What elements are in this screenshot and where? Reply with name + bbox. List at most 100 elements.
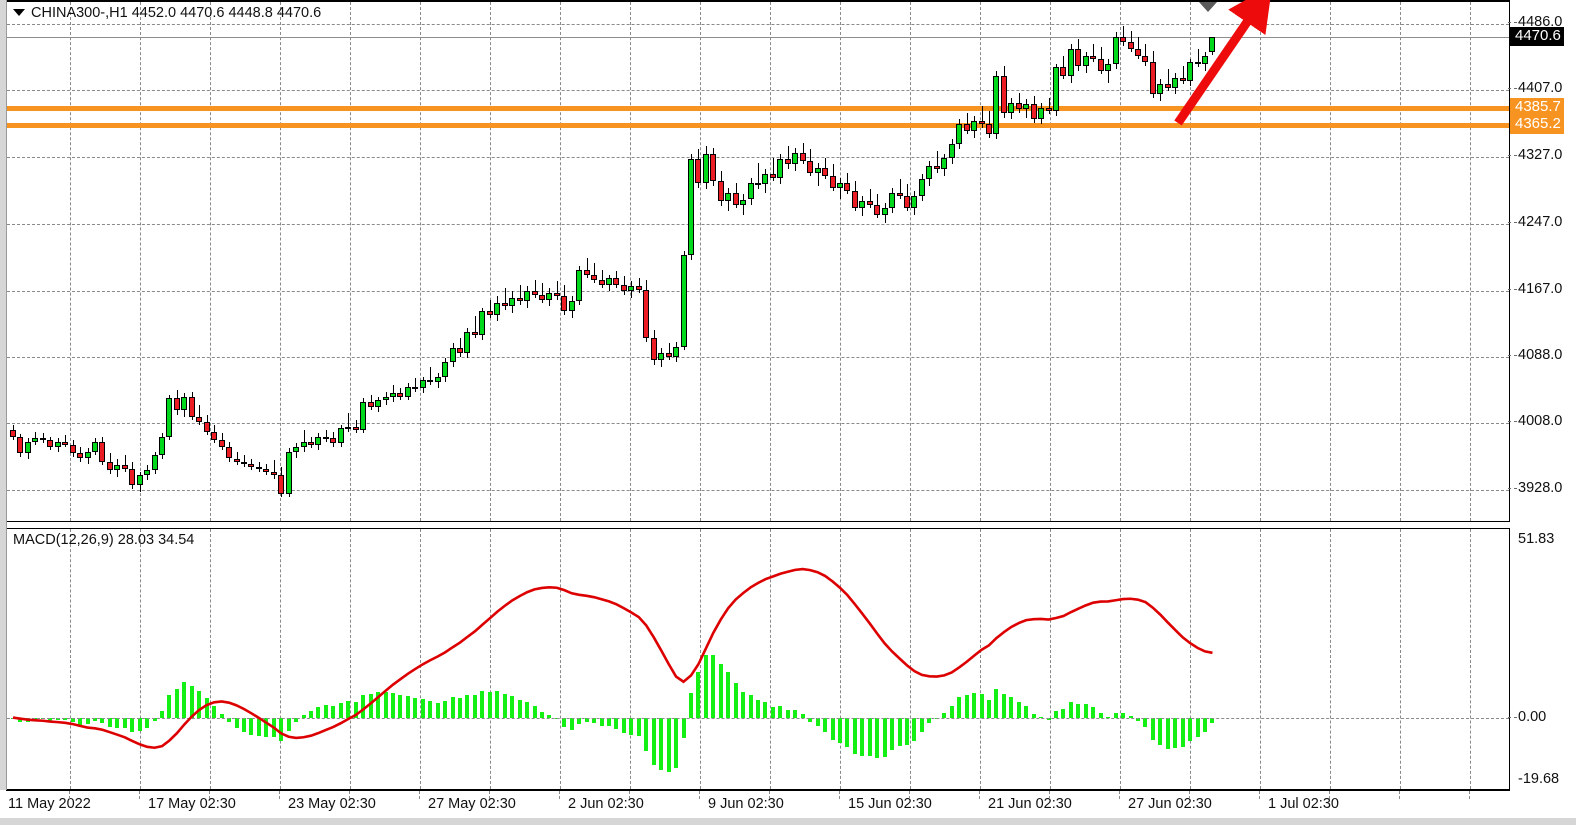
candle-body — [397, 393, 404, 397]
macd-histogram-bar — [890, 717, 895, 750]
candle-wick — [1108, 59, 1110, 83]
level-badge-upper-text: 4385.7 — [1515, 97, 1561, 115]
candle-body — [1142, 55, 1149, 63]
macd-histogram-bar — [361, 695, 366, 718]
macd-histogram-bar — [78, 717, 83, 725]
macd-histogram-bar — [778, 706, 783, 718]
macd-histogram-bar — [435, 702, 440, 718]
price-gridline — [7, 223, 1509, 225]
macd-histogram-bar — [204, 698, 209, 718]
macd-histogram-bar — [398, 695, 403, 718]
macd-histogram-bar — [331, 705, 336, 718]
time-axis-tick — [419, 791, 420, 799]
vertical-gridline — [1190, 2, 1191, 521]
candle-body — [121, 465, 128, 469]
candle-body — [32, 438, 39, 442]
level-badge-lower: 4365.2 — [1510, 114, 1564, 134]
candle-wick — [869, 189, 871, 208]
candle-body — [1038, 107, 1045, 120]
price-axis-label: 4486.0 — [1508, 14, 1563, 31]
candle-body — [47, 440, 54, 447]
time-axis-label: 15 Jun 02:30 — [848, 796, 932, 812]
candle-wick — [758, 162, 759, 190]
candle-body — [24, 441, 31, 454]
macd-histogram-bar — [428, 701, 433, 718]
candle-wick — [474, 316, 476, 339]
candle-body — [226, 446, 233, 459]
macd-histogram-bar — [897, 717, 902, 746]
vertical-gridline — [420, 529, 421, 789]
vertical-gridline — [840, 2, 841, 521]
candle-body — [717, 181, 724, 202]
macd-histogram-bar — [614, 717, 619, 730]
candle-wick — [519, 284, 521, 305]
macd-histogram-bar — [793, 710, 798, 718]
candle-body — [1045, 107, 1052, 111]
candle-body — [285, 451, 292, 494]
candle-body — [1023, 104, 1030, 110]
price-plot-area[interactable] — [7, 2, 1509, 521]
macd-indicator-panel[interactable]: MACD(12,26,9) 28.03 34.54 — [6, 528, 1510, 790]
vertical-gridline — [1330, 529, 1331, 789]
macd-histogram-bar — [957, 697, 962, 718]
candle-body — [732, 192, 739, 205]
candle-body — [1082, 55, 1089, 66]
candle-body — [129, 468, 136, 486]
candle-wick — [899, 179, 901, 200]
candle-body — [501, 303, 508, 307]
macd-caption: MACD(12,26,9) 28.03 34.54 — [13, 532, 195, 548]
price-axis-label-text: 4247.0 — [1518, 213, 1563, 230]
price-scale-axis[interactable]: 4486.0 4407.0 4327.0 4247.0 4167.0 4088.0 4008… — [1508, 0, 1576, 790]
candle-body — [978, 120, 985, 125]
candle-wick — [638, 278, 640, 294]
resistance-level-lower[interactable] — [7, 122, 1509, 128]
candle-body — [337, 428, 344, 444]
vertical-gridline — [910, 529, 911, 789]
candle-wick — [936, 151, 938, 173]
macd-signal-line — [12, 567, 1213, 750]
macd-histogram-bar — [420, 698, 425, 718]
candle-body — [807, 161, 814, 173]
candle-wick — [668, 343, 670, 360]
candle-wick — [243, 455, 245, 467]
candle-body — [613, 278, 620, 285]
vertical-gridline — [700, 529, 701, 789]
candle-wick — [303, 430, 305, 452]
price-axis-label-text: 4407.0 — [1518, 80, 1563, 97]
macd-plot-area[interactable] — [7, 529, 1509, 789]
price-chart-panel[interactable]: CHINA300-,H1 4452.0 4470.6 4448.8 4470.6 — [6, 0, 1510, 522]
candle-body — [17, 436, 24, 454]
candle-body — [188, 396, 195, 417]
candle-body — [784, 159, 791, 165]
candle-body — [211, 431, 218, 441]
candle-body — [814, 167, 821, 173]
left-scroll-gutter[interactable] — [0, 0, 7, 790]
price-gridline — [7, 24, 1509, 26]
resistance-level-upper[interactable] — [7, 105, 1509, 111]
triangle-down-icon[interactable] — [13, 8, 25, 16]
candle-body — [248, 463, 255, 467]
candle-body — [196, 416, 203, 422]
candle-body — [1172, 77, 1179, 88]
vertical-gridline — [140, 2, 141, 521]
vertical-gridline — [1120, 529, 1121, 789]
candle-body — [561, 296, 568, 312]
candle-wick — [601, 269, 603, 289]
vertical-gridline — [350, 529, 351, 789]
candle-body — [650, 338, 657, 360]
macd-histogram-bar — [562, 717, 567, 728]
candle-body — [278, 475, 285, 494]
macd-histogram-bar — [256, 717, 261, 736]
candle-body — [777, 159, 784, 178]
candle-body — [486, 311, 493, 315]
candle-body — [911, 196, 918, 208]
candle-body — [606, 278, 612, 285]
candle-body — [1120, 37, 1127, 43]
candle-wick — [772, 157, 774, 182]
vertical-gridline — [980, 529, 981, 789]
candle-body — [389, 393, 396, 397]
price-axis-label-text: 4486.0 — [1518, 14, 1563, 31]
macd-histogram-bar — [450, 697, 455, 718]
macd-histogram-bar — [845, 717, 850, 748]
price-axis-label: 3928.0 — [1508, 481, 1562, 496]
